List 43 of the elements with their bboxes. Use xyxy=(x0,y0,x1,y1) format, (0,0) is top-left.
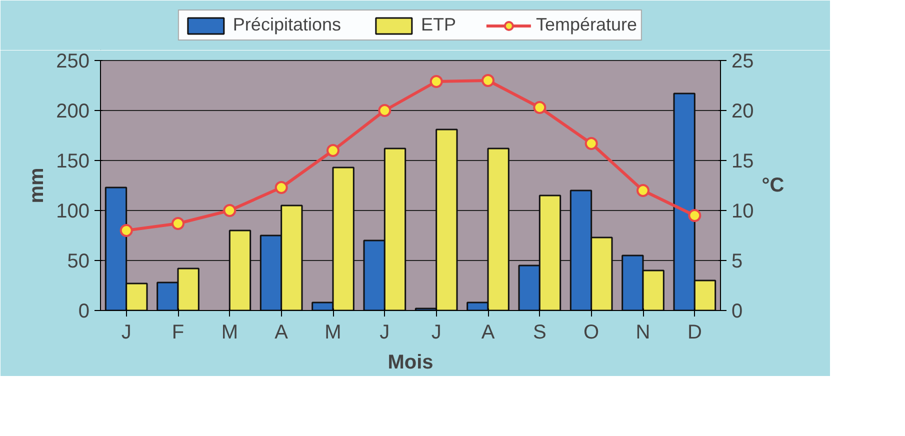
y2-tick-label: 20 xyxy=(732,100,754,122)
point xyxy=(482,74,494,87)
legend-label: ETP xyxy=(420,14,456,36)
y-tick-label: 250 xyxy=(56,50,90,72)
x-tick-label: M xyxy=(324,322,342,344)
point xyxy=(636,184,650,197)
x-tick-label: N xyxy=(636,322,650,344)
y2-axis-title: °C xyxy=(762,174,784,196)
point xyxy=(688,209,702,222)
x-tick-label: D xyxy=(687,322,702,344)
y2-tick-label: 5 xyxy=(732,250,743,272)
y-tick-label: 200 xyxy=(56,100,90,122)
x-tick-label: J xyxy=(121,322,132,344)
bar xyxy=(228,230,252,310)
point xyxy=(120,224,133,237)
point xyxy=(172,217,184,230)
point xyxy=(274,181,288,194)
y2-tick-label: 0 xyxy=(732,300,743,322)
legend-label: Température xyxy=(536,14,638,36)
y2-tick-label: 15 xyxy=(732,150,754,172)
x-tick-label: J xyxy=(431,322,442,344)
y-tick-label: 100 xyxy=(56,200,90,222)
y2-tick-label: 25 xyxy=(732,50,754,72)
point xyxy=(430,75,443,88)
legend-label: Précipitations xyxy=(232,14,341,36)
point xyxy=(584,137,598,150)
point xyxy=(533,101,546,114)
x-tick-label: A xyxy=(481,322,496,344)
point xyxy=(378,104,392,117)
x-tick-label: A xyxy=(274,322,289,344)
x-tick-label: M xyxy=(221,322,238,344)
point xyxy=(326,144,340,157)
y2-tick-label: 10 xyxy=(732,200,754,222)
x-tick-label: F xyxy=(172,322,184,344)
y-tick-label: 150 xyxy=(56,150,90,172)
point xyxy=(223,204,236,217)
x-tick-label: S xyxy=(532,322,546,344)
x-axis-title: Mois xyxy=(388,352,434,374)
x-tick-label: O xyxy=(584,322,600,344)
x-tick-label: J xyxy=(380,322,390,344)
y-tick-label: 50 xyxy=(67,250,90,272)
y-axis-title: mm xyxy=(26,168,48,204)
y-tick-label: 0 xyxy=(78,300,90,322)
